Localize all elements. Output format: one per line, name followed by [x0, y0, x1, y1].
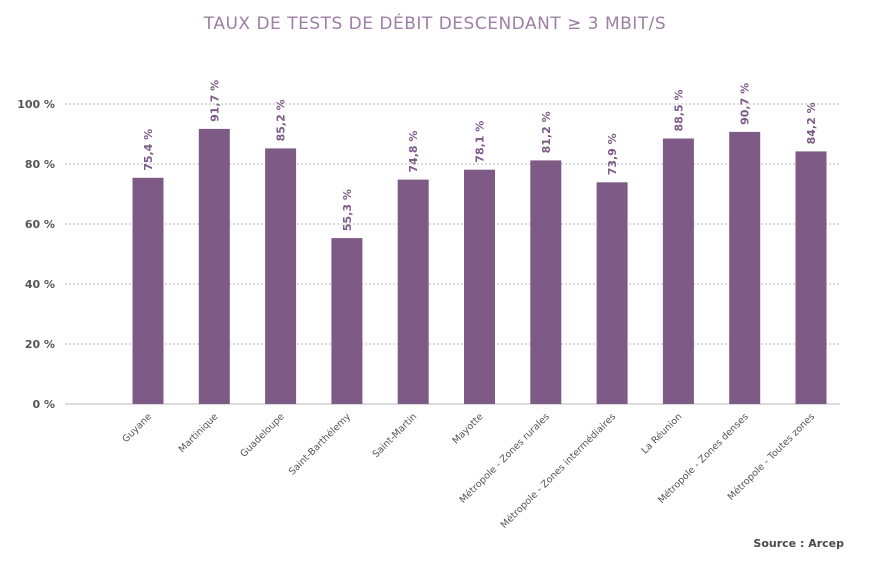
x-tick-label: Saint-Barthélemy: [287, 411, 353, 477]
bar: [331, 238, 363, 404]
bar: [464, 169, 495, 404]
bar: [596, 182, 628, 404]
y-tick-label: 0 %: [32, 398, 55, 411]
bar: [198, 128, 230, 404]
data-label: 55,3 %: [341, 189, 354, 231]
x-tick-label: Mayotte: [450, 411, 485, 446]
data-label: 90,7 %: [739, 83, 752, 125]
bar: [729, 131, 761, 404]
data-label: 91,7 %: [208, 80, 221, 122]
data-label: 88,5 %: [672, 90, 685, 132]
data-label: 74,8 %: [407, 131, 420, 173]
bar: [132, 177, 164, 404]
x-tick-label: La Réunion: [639, 411, 684, 456]
y-tick-label: 100 %: [17, 98, 55, 111]
y-tick-label: 40 %: [25, 278, 55, 291]
y-tick-label: 80 %: [25, 158, 55, 171]
data-label: 84,2 %: [805, 102, 818, 144]
x-tick-label: Guadeloupe: [238, 411, 286, 459]
x-axis: Guyane Martinique Guadeloupe Saint-Barthéle…: [120, 411, 817, 531]
bars: [132, 128, 827, 404]
data-labels: 75,4 % 91,7 % 85,2 % 55,3 % 74,8 % 78,1 % 81,2…: [142, 80, 818, 231]
data-label: 81,2 %: [540, 111, 553, 153]
bar: [795, 151, 827, 404]
y-tick-label: 60 %: [25, 218, 55, 231]
x-tick-label: Saint-Martin: [371, 411, 420, 460]
y-tick-label: 20 %: [25, 338, 55, 351]
bar: [265, 148, 297, 404]
x-tick-label: Métropole - Zones intermédiaires: [499, 411, 618, 530]
bar: [397, 179, 429, 404]
source-note: Source : Arcep: [753, 537, 844, 550]
x-tick-label: Guyane: [120, 411, 154, 445]
bar: [530, 160, 562, 404]
data-label: 75,4 %: [142, 129, 155, 171]
chart-title: TAUX DE TESTS DE DÉBIT DESCENDANT ≥ 3 MB…: [203, 14, 667, 34]
data-label: 78,1 %: [474, 121, 487, 163]
data-label: 73,9 %: [606, 133, 619, 175]
y-axis: 0 % 20 % 40 % 60 % 80 % 100 %: [17, 98, 55, 411]
gridlines: [65, 103, 840, 405]
x-tick-label: Martinique: [177, 411, 221, 455]
bar: [662, 138, 694, 404]
data-label: 85,2 %: [275, 99, 288, 141]
